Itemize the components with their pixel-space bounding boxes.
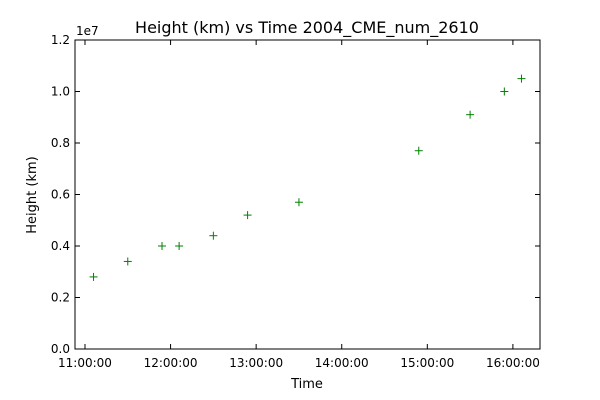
data-point-marker (175, 242, 184, 250)
y-tick-label: 1.2 (51, 33, 70, 47)
x-tick-label: 13:00:00 (229, 356, 283, 370)
data-point-marker (466, 110, 475, 119)
x-tick-label: 16:00:00 (486, 356, 540, 370)
y-tick-label: 0.6 (51, 188, 70, 202)
x-tick-label: 11:00:00 (58, 356, 112, 370)
data-points (89, 74, 526, 281)
y-axis-ticks: 0.0 0.2 0.4 0.6 0.8 1.0 1.2 (51, 33, 540, 356)
x-axis-ticks: 11:00:00 12:00:00 13:00:00 14:00:00 15:00:00… (58, 40, 540, 370)
data-point-marker (123, 257, 132, 266)
chart-title: Height (km) vs Time 2004_CME_num_2610 (135, 18, 479, 38)
y-axis-label: Height (km) (25, 156, 40, 233)
data-point-marker (243, 211, 252, 220)
y-tick-label: 0.2 (51, 291, 70, 305)
y-axis-offset-label: 1e7 (76, 24, 99, 38)
y-tick-label: 0.4 (51, 239, 70, 253)
data-point-marker (500, 87, 509, 96)
y-tick-label: 0.8 (51, 136, 70, 150)
x-tick-label: 14:00:00 (315, 356, 369, 370)
data-point-marker (158, 242, 167, 250)
data-point-marker (89, 272, 98, 281)
data-point-marker (209, 231, 218, 240)
x-tick-label: 15:00:00 (400, 356, 454, 370)
x-tick-label: 12:00:00 (144, 356, 198, 370)
data-point-marker (294, 198, 303, 207)
data-point-marker (414, 146, 423, 155)
y-tick-label: 1.0 (51, 85, 70, 99)
data-point-marker (517, 74, 526, 83)
x-axis-label: Time (290, 377, 323, 392)
y-tick-label: 0.0 (51, 342, 70, 356)
plot-area-frame (74, 39, 541, 350)
